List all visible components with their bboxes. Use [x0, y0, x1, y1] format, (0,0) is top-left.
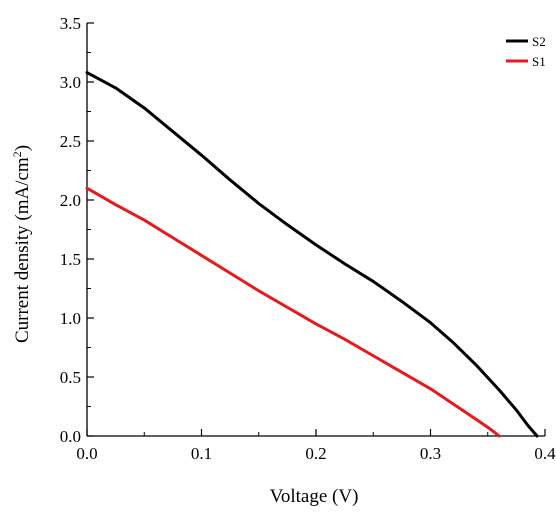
x-axis-ticks: 0.0 0.1 0.2 0.3 0.4 — [76, 429, 556, 463]
y-tick-label: 0.5 — [60, 368, 81, 387]
x-axis-title: Voltage (V) — [270, 486, 359, 507]
x-tick-label: 0.0 — [76, 444, 97, 463]
plot-area — [86, 23, 545, 437]
y-tick-label: 3.0 — [60, 73, 81, 92]
y-tick-label: 1.0 — [60, 309, 81, 328]
x-tick-label: 0.3 — [420, 444, 441, 463]
y-axis-title-main: Current density (mA/cm — [12, 157, 33, 343]
y-tick-label: 3.5 — [60, 14, 81, 33]
y-axis-ticks: 0.0 0.5 1.0 1.5 2.0 2.5 3.0 3.5 — [60, 14, 94, 446]
y-axis-title-close: ) — [12, 145, 33, 151]
y-tick-label: 0.0 — [60, 427, 81, 446]
series-layer — [85, 71, 539, 438]
x-tick-label: 0.2 — [305, 444, 326, 463]
y-tick-label: 2.0 — [60, 191, 81, 210]
legend-label-s2: S2 — [532, 34, 546, 49]
series-line-s2 — [85, 71, 539, 438]
y-tick-label: 1.5 — [60, 250, 81, 269]
x-tick-label: 0.1 — [191, 444, 212, 463]
y-axis-title-superscript: 2 — [10, 151, 24, 157]
series-line-s1 — [85, 186, 501, 438]
x-tick-label: 0.4 — [534, 444, 556, 463]
y-axis-title: Current density (mA/cm2) — [10, 145, 33, 343]
legend-label-s1: S1 — [532, 54, 546, 69]
y-tick-label: 2.5 — [60, 132, 81, 151]
